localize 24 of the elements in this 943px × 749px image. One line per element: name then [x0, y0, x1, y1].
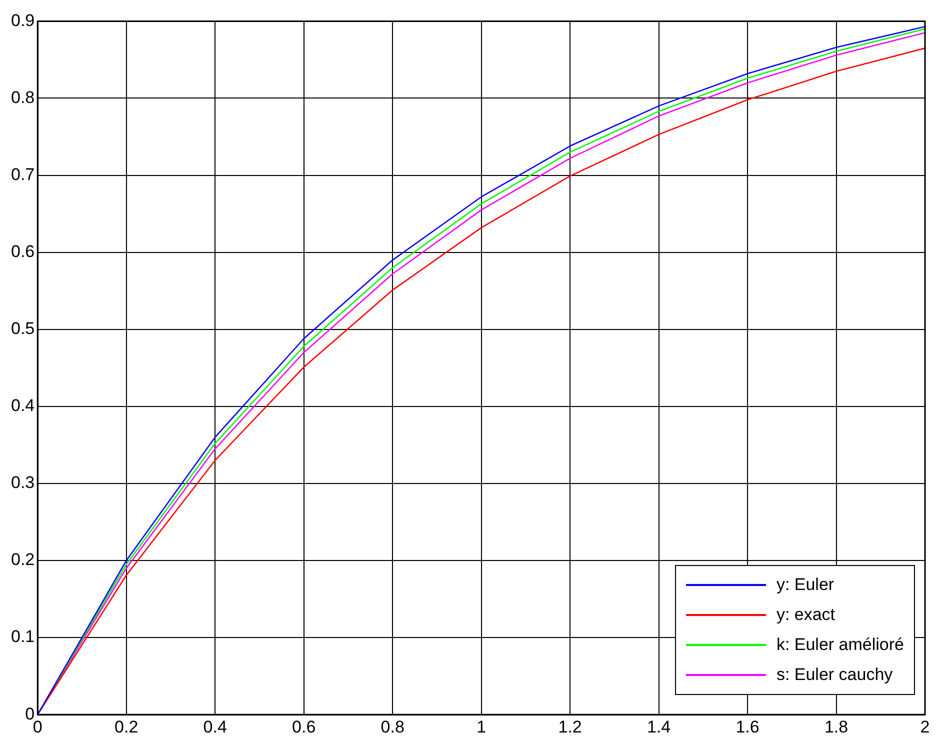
legend-label: y: exact: [776, 604, 836, 625]
legend-label: y: Euler: [776, 574, 834, 595]
y-tick-label: 0.5: [10, 319, 35, 338]
x-tick-label: 2: [920, 717, 930, 736]
x-tick-label: 0.6: [292, 717, 316, 736]
y-tick-label: 0.3: [10, 473, 35, 492]
y-tick-label: 0.4: [10, 396, 35, 416]
y-tick-label: 0.9: [10, 10, 35, 30]
legend-label: s: Euler cauchy: [776, 664, 893, 685]
y-tick-label: 0.8: [10, 88, 35, 107]
x-tick-label: 1.6: [736, 717, 760, 736]
x-tick-label: 1.8: [824, 717, 848, 736]
x-tick-label: 1: [476, 717, 486, 736]
x-tick-label: 0.2: [114, 717, 138, 736]
legend-label: k: Euler amélioré: [776, 634, 904, 655]
y-tick-label: 0: [25, 704, 35, 724]
y-tick-label: 0.1: [10, 627, 35, 646]
x-tick-label: 1.4: [646, 717, 671, 736]
y-tick-label: 0.2: [10, 550, 35, 570]
x-tick-label: 0.8: [380, 717, 404, 736]
y-tick-label: 0.6: [10, 242, 35, 262]
x-tick-label: 0.4: [203, 717, 227, 736]
y-tick-label: 0.7: [10, 164, 35, 184]
x-tick-label: 1.2: [558, 717, 582, 736]
